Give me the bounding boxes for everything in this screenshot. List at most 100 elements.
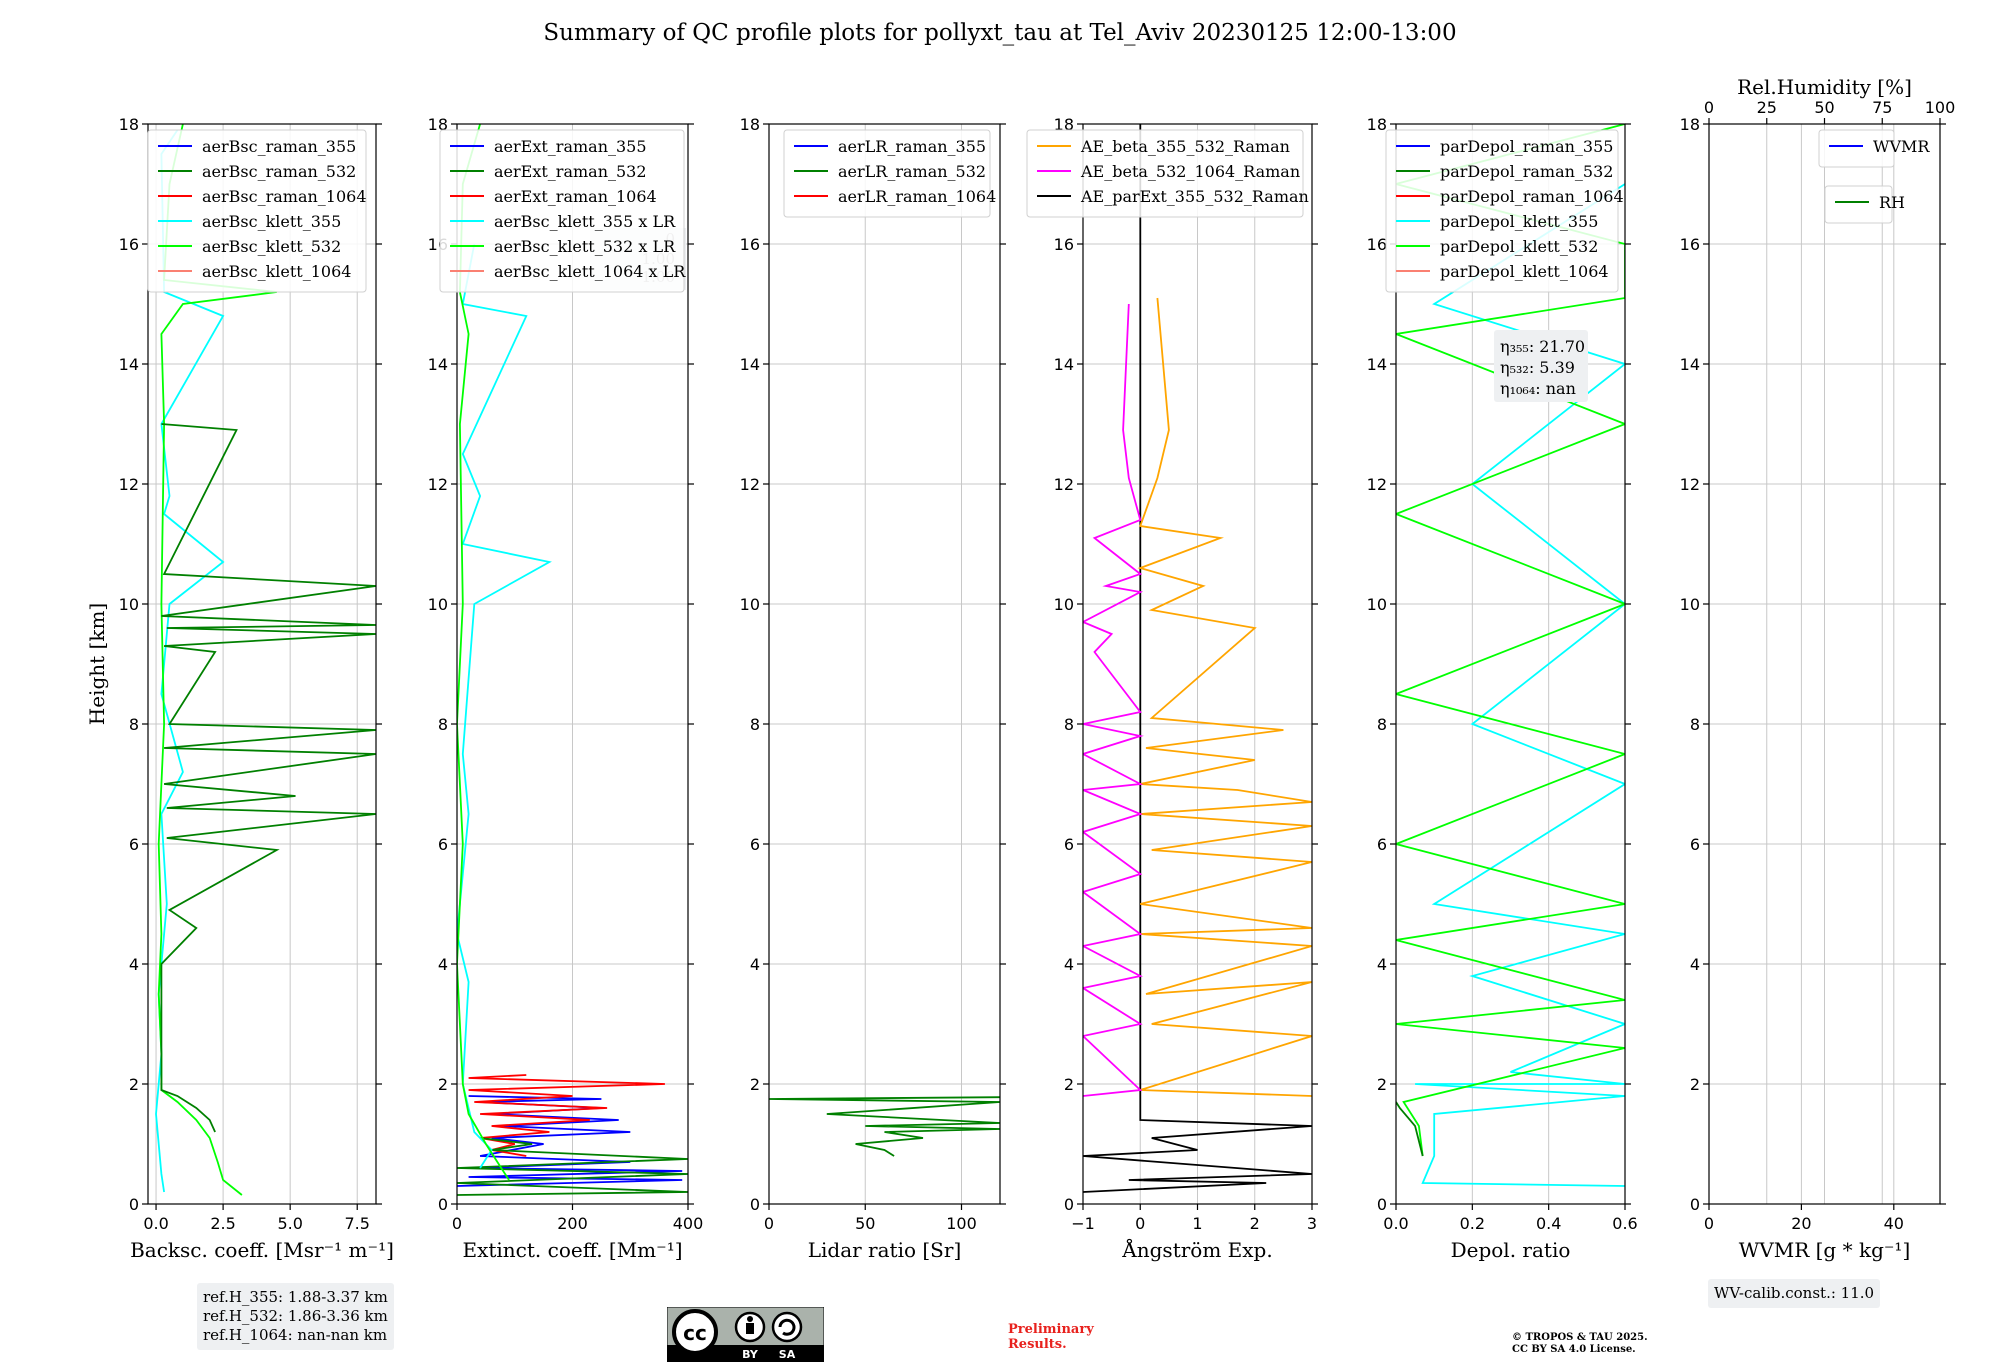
panel-lr: 0 2 4 6 8 10 12 14 16 18 0 50 100 Lidar ratio [Sr] aer…: [740, 115, 1006, 1262]
series-line-aerLR_raman_532: [769, 1096, 1000, 1157]
legend-label: AE_beta_355_532_Raman: [1080, 137, 1290, 156]
series-line-parDepol_raman_532: [1396, 1101, 1424, 1157]
legend-label: aerLR_raman_1064: [838, 187, 996, 206]
legend-box: [1385, 129, 1619, 293]
ytick-label: 10: [1367, 595, 1387, 614]
series-line-AE_beta_532_1064_Raman: [1083, 303, 1144, 1097]
ytick-label: 18: [428, 115, 448, 134]
xtick-label: 20: [1791, 1214, 1811, 1233]
x-axis-label: Backsc. coeff. [Msr⁻¹ m⁻¹]: [130, 1238, 394, 1262]
xtick-label: 0: [452, 1214, 462, 1233]
legend-box-rh: [1824, 185, 1893, 224]
xtick-label: 5.0: [277, 1214, 302, 1233]
ytick-label: 10: [119, 595, 139, 614]
cc-by-text: BY: [742, 1348, 759, 1361]
ytick-label: 0: [750, 1195, 760, 1214]
legend-label: aerExt_raman_355: [494, 137, 647, 156]
cc-license-badge: cc BY SA: [667, 1307, 824, 1362]
ytick-label: 16: [119, 235, 139, 254]
ytick-label: 4: [1690, 955, 1700, 974]
xtick-label: 0.0: [1383, 1214, 1408, 1233]
legend-label: AE_beta_532_1064_Raman: [1080, 162, 1300, 181]
share-alike-icon: [771, 1311, 803, 1343]
xtick-label: 0.2: [1460, 1214, 1485, 1233]
legend-label: aerBsc_raman_532: [202, 162, 356, 181]
ytick-label: 6: [750, 835, 760, 854]
ytick-label: 4: [1064, 955, 1074, 974]
ytick-label: 6: [129, 835, 139, 854]
eta-value: η₃₅₅: 21.70: [1500, 337, 1585, 356]
xtick-label: 200: [557, 1214, 588, 1233]
xtick-label: 0.6: [1612, 1214, 1637, 1233]
legend-box: [783, 129, 991, 218]
ytick-label: 18: [740, 115, 760, 134]
ytick-label: 18: [119, 115, 139, 134]
ytick-label: 14: [119, 355, 139, 374]
ytick-label: 8: [1690, 715, 1700, 734]
ytick-label: 8: [1377, 715, 1387, 734]
legend-label: aerBsc_klett_532: [202, 237, 341, 256]
eta-value: η₅₃₂: 5.39: [1500, 358, 1575, 377]
legend-label: parDepol_raman_355: [1440, 137, 1613, 156]
ytick-label: 10: [1054, 595, 1074, 614]
legend-label: aerLR_raman_532: [838, 162, 986, 181]
ytick-label: 4: [129, 955, 139, 974]
series-line-aerExt_raman_1064: [468, 1074, 665, 1157]
xtick-label: 0.4: [1536, 1214, 1561, 1233]
eta-value: η₁₀₆₄: nan: [1500, 379, 1576, 398]
ytick-label: 0: [129, 1195, 139, 1214]
ytick-label: 18: [1054, 115, 1074, 134]
ytick-label: 6: [1377, 835, 1387, 854]
series-line-aerBsc_klett_355 x LR: [457, 243, 552, 1169]
x-axis-label: WVMR [g * kg⁻¹]: [1739, 1238, 1911, 1262]
legend-label: aerBsc_raman_355: [202, 137, 356, 156]
xtick-label: 3: [1307, 1214, 1317, 1233]
xtick-label: −1: [1071, 1214, 1095, 1233]
cc-icon-label: cc: [683, 1321, 707, 1345]
ytick-label: 8: [1064, 715, 1074, 734]
ytick-label: 12: [1054, 475, 1074, 494]
ytick-label: 4: [750, 955, 760, 974]
ytick-label: 16: [740, 235, 760, 254]
legend-label: parDepol_raman_1064: [1440, 187, 1624, 206]
ytick-label: 14: [428, 355, 448, 374]
ytick-label: 18: [1367, 115, 1387, 134]
legend-label: aerBsc_raman_1064: [202, 187, 367, 206]
top-xtick-label: 50: [1814, 98, 1834, 117]
ref-height-1064: ref.H_1064: nan-nan km: [203, 1326, 388, 1344]
top-xtick-label: 100: [1925, 98, 1956, 117]
series-line-aerExt_raman_532: [457, 1137, 688, 1196]
ytick-label: 16: [1680, 235, 1700, 254]
ytick-label: 6: [438, 835, 448, 854]
ytick-label: 2: [1690, 1075, 1700, 1094]
legend-box: [439, 129, 685, 293]
series-line-aerBsc_klett_532 x LR: [457, 124, 510, 1181]
ytick-label: 10: [740, 595, 760, 614]
panel-bsc: 0 2 4 6 8 10 12 14 16 18 0.0 2.5 5.0 7.5 Backsc. coeff…: [119, 115, 394, 1262]
xtick-label: 50: [855, 1214, 875, 1233]
legend-label: aerBsc_klett_1064 x LR: [494, 262, 686, 281]
ytick-label: 0: [1690, 1195, 1700, 1214]
top-xtick-label: 75: [1872, 98, 1892, 117]
legend-box: [147, 129, 367, 293]
xtick-label: 0: [764, 1214, 774, 1233]
ytick-label: 12: [428, 475, 448, 494]
xtick-label: 0: [1135, 1214, 1145, 1233]
wv-calib-box: WV-calib.const.: 11.0: [1708, 1279, 1881, 1308]
ytick-label: 2: [438, 1075, 448, 1094]
axes-frame: [1395, 123, 1626, 1205]
ytick-label: 14: [1054, 355, 1074, 374]
ytick-label: 12: [1367, 475, 1387, 494]
top-xtick-label: 0: [1704, 98, 1714, 117]
ref-height-532: ref.H_532: 1.86-3.36 km: [203, 1307, 388, 1325]
copyright-note: © TROPOS & TAU 2025. CC BY SA 4.0 Licens…: [1512, 1332, 1732, 1356]
ytick-label: 2: [1064, 1075, 1074, 1094]
ytick-label: 14: [1680, 355, 1700, 374]
x-axis-label: Lidar ratio [Sr]: [808, 1238, 962, 1262]
legend-label: aerBsc_klett_355 x LR: [494, 212, 676, 231]
series-line-AE_parExt_355_532_Raman: [1083, 124, 1312, 1193]
legend-label: WVMR: [1873, 137, 1930, 156]
